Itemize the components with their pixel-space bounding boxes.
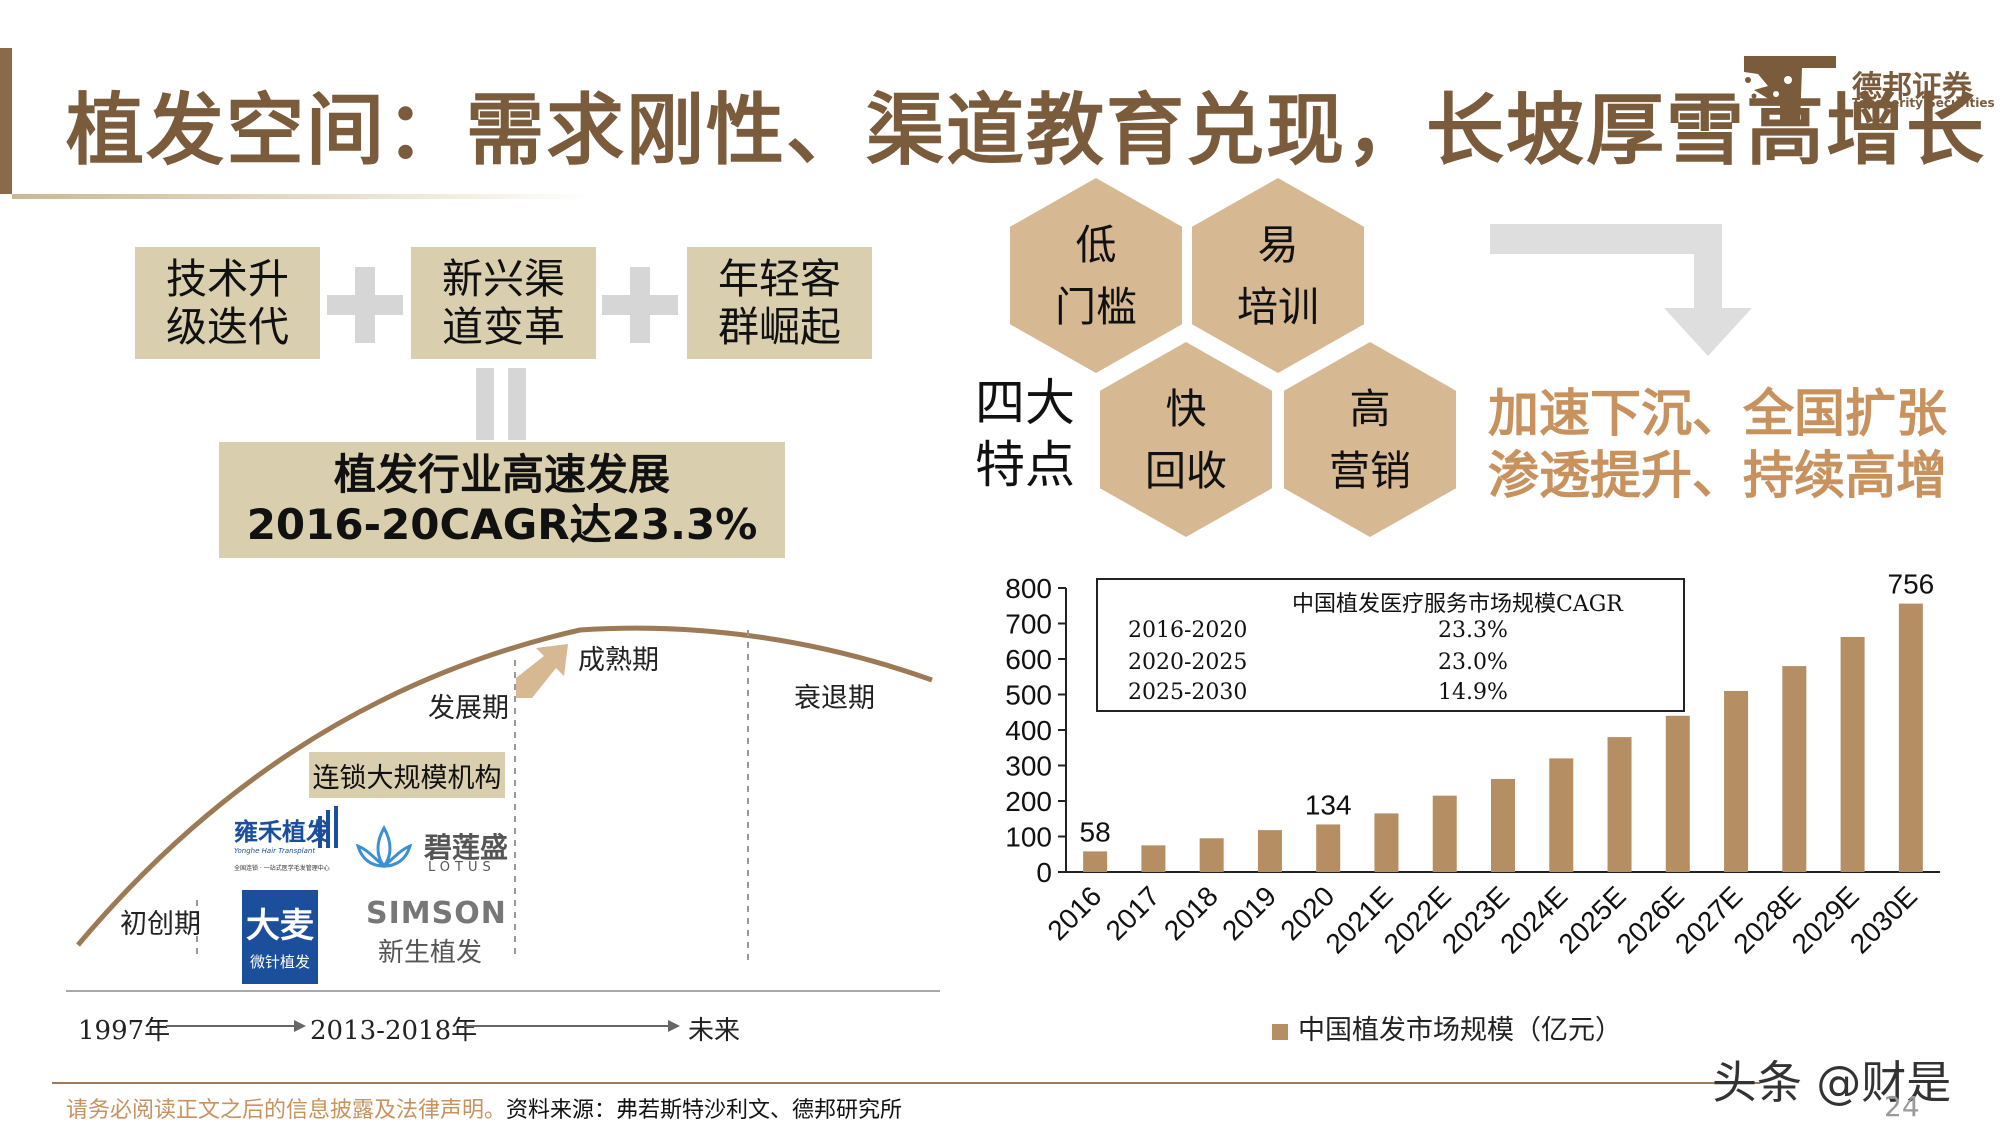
data-label: 756 [1888,569,1935,600]
bar [1607,737,1632,872]
brand-simson-name: SIMSON [366,896,507,931]
page-number: 24 [1884,1090,1920,1123]
y-tick-label: 400 [1005,715,1052,746]
cagr-value: 23.3% [1438,618,1508,643]
lotus-icon [355,824,413,869]
timeline-start: 1997年 [78,1016,171,1046]
logo-text: 德邦证券 [1852,70,1972,105]
x-tick-label: 2019 [1216,880,1282,946]
x-tick-label: 2030E [1844,880,1923,959]
stage-decline: 衰退期 [794,683,875,714]
result-title: 植发行业高速发展 [333,450,670,499]
timeline-rule [66,990,940,992]
bar [1374,813,1399,872]
y-tick-label: 500 [1005,680,1052,711]
brand-yonghe-name: 雍禾植发 [234,818,330,846]
footer-source: 资料来源：弗若斯特沙利文、德邦研究所 [506,1098,903,1123]
chain-label: 连锁大规模机构 [309,752,505,798]
market-size-bar-chart: 0100200300400500600700800201658201720182… [1005,569,1940,959]
brand-bilian-en: LOTUS [428,860,496,875]
title-accent-bar [0,48,12,194]
bar [1316,824,1341,872]
timeline-mid: 2013-2018年 [310,1016,478,1046]
cagr-table: 中国植发医疗服务市场规模CAGR 2016-2020 23.3% 2020-20… [1096,578,1685,712]
bar [1083,851,1108,872]
bar [1549,758,1574,872]
footer-rule [52,1082,1760,1084]
brand-bilian-name: 碧莲盛 [424,831,509,864]
timeline-future: 未来 [688,1016,741,1046]
x-tick-label: 2016 [1041,880,1107,946]
bar [1782,666,1807,872]
logo-subtext: Topsperity Securities [1852,96,1995,110]
stage-start: 初创期 [120,909,201,940]
elbow-arrow-icon [1490,224,1752,356]
trait-fast-payback: 快回收 [1100,342,1272,537]
watermark: 头条 @财是 [1712,1056,1952,1109]
conclusion-text: 加速下沉、全国扩张 渗透提升、持续高增 [1488,385,1948,506]
equals-icon [476,368,526,440]
bar [1898,603,1923,872]
bar [1432,795,1457,872]
data-label: 58 [1080,816,1111,847]
bar [1141,845,1166,872]
footer-disclaimer: 请务必阅读正文之后的信息披露及法律声明。 [66,1098,507,1123]
y-tick-label: 100 [1005,822,1052,853]
x-tick-label: 2018 [1158,880,1224,946]
traits-label: 四大 特点 [975,374,1075,494]
cagr-value: 14.9% [1438,680,1508,705]
x-tick-label: 2017 [1100,880,1166,946]
bar [1665,715,1690,872]
bar [1199,838,1224,872]
chart-legend: 中国植发市场规模（亿元） [1272,1008,1622,1047]
lifecycle-curve [76,625,933,960]
brand-damai-name: 大麦 [246,906,314,946]
yonghe-bars-icon [318,806,338,848]
cagr-period: 2020-2025 [1128,650,1248,675]
arrow-right-icon [166,1020,306,1032]
footer: 请务必阅读正文之后的信息披露及法律声明。资料来源：弗若斯特沙利文、德邦研究所 [66,1092,902,1124]
legend-label: 中国植发市场规模（亿元） [1298,1015,1622,1046]
y-tick-label: 200 [1005,786,1052,817]
y-tick-label: 700 [1005,609,1052,640]
trait-low-barrier: 低门槛 [1010,178,1182,373]
plus-icon [327,267,403,343]
growth-arrow-icon [516,644,568,698]
bar [1840,636,1865,872]
y-tick-label: 300 [1005,751,1052,782]
arrow-right-icon [464,1020,680,1032]
bar [1257,830,1282,872]
cagr-period: 2016-2020 [1128,618,1248,643]
bar [1491,778,1515,872]
factor-youth: 年轻客 群崛起 [687,247,872,359]
brand-damai-logo: 大麦 微针植发 [242,890,318,984]
brand-damai-sub: 微针植发 [249,953,310,971]
bar [1724,690,1749,872]
brand-yonghe-sub: 全国连锁 · 一站式医学毛发管理中心 [234,865,330,872]
brand-yonghe-en: Yonghe Hair Transplant [234,847,316,855]
stage-growth: 发展期 [428,693,509,724]
result-cagr: 2016-20CAGR达23.3% [246,500,758,549]
y-tick-label: 0 [1036,857,1052,888]
title-underline [12,194,592,199]
logo-leopard-icon [1744,56,1836,124]
cagr-value: 23.0% [1438,650,1508,675]
factor-channel: 新兴渠 道变革 [411,247,596,359]
factor-tech: 技术升 级迭代 [135,247,320,359]
cagr-period: 2025-2030 [1128,680,1248,705]
y-tick-label: 800 [1005,573,1052,604]
y-tick-label: 600 [1005,644,1052,675]
stage-mature: 成熟期 [578,645,659,676]
brand-yonghe-logo: 雍禾植发 Yonghe Hair Transplant 全国连锁 · 一站式医学… [234,812,344,872]
plus-icon [602,267,678,343]
result-box: 植发行业高速发展 2016-20CAGR达23.3% [219,442,785,558]
page-title: 植发空间：需求刚性、渠道教育兑现，长坡厚雪高增长 [66,86,1987,176]
trait-easy-training: 易培训 [1192,178,1364,373]
legend-swatch [1272,1023,1288,1040]
brand-simson-sub: 新生植发 [378,938,483,968]
cagr-table-title: 中国植发医疗服务市场规模CAGR [1292,592,1623,617]
data-label: 134 [1305,789,1352,820]
trait-high-marketing: 高营销 [1284,342,1456,537]
